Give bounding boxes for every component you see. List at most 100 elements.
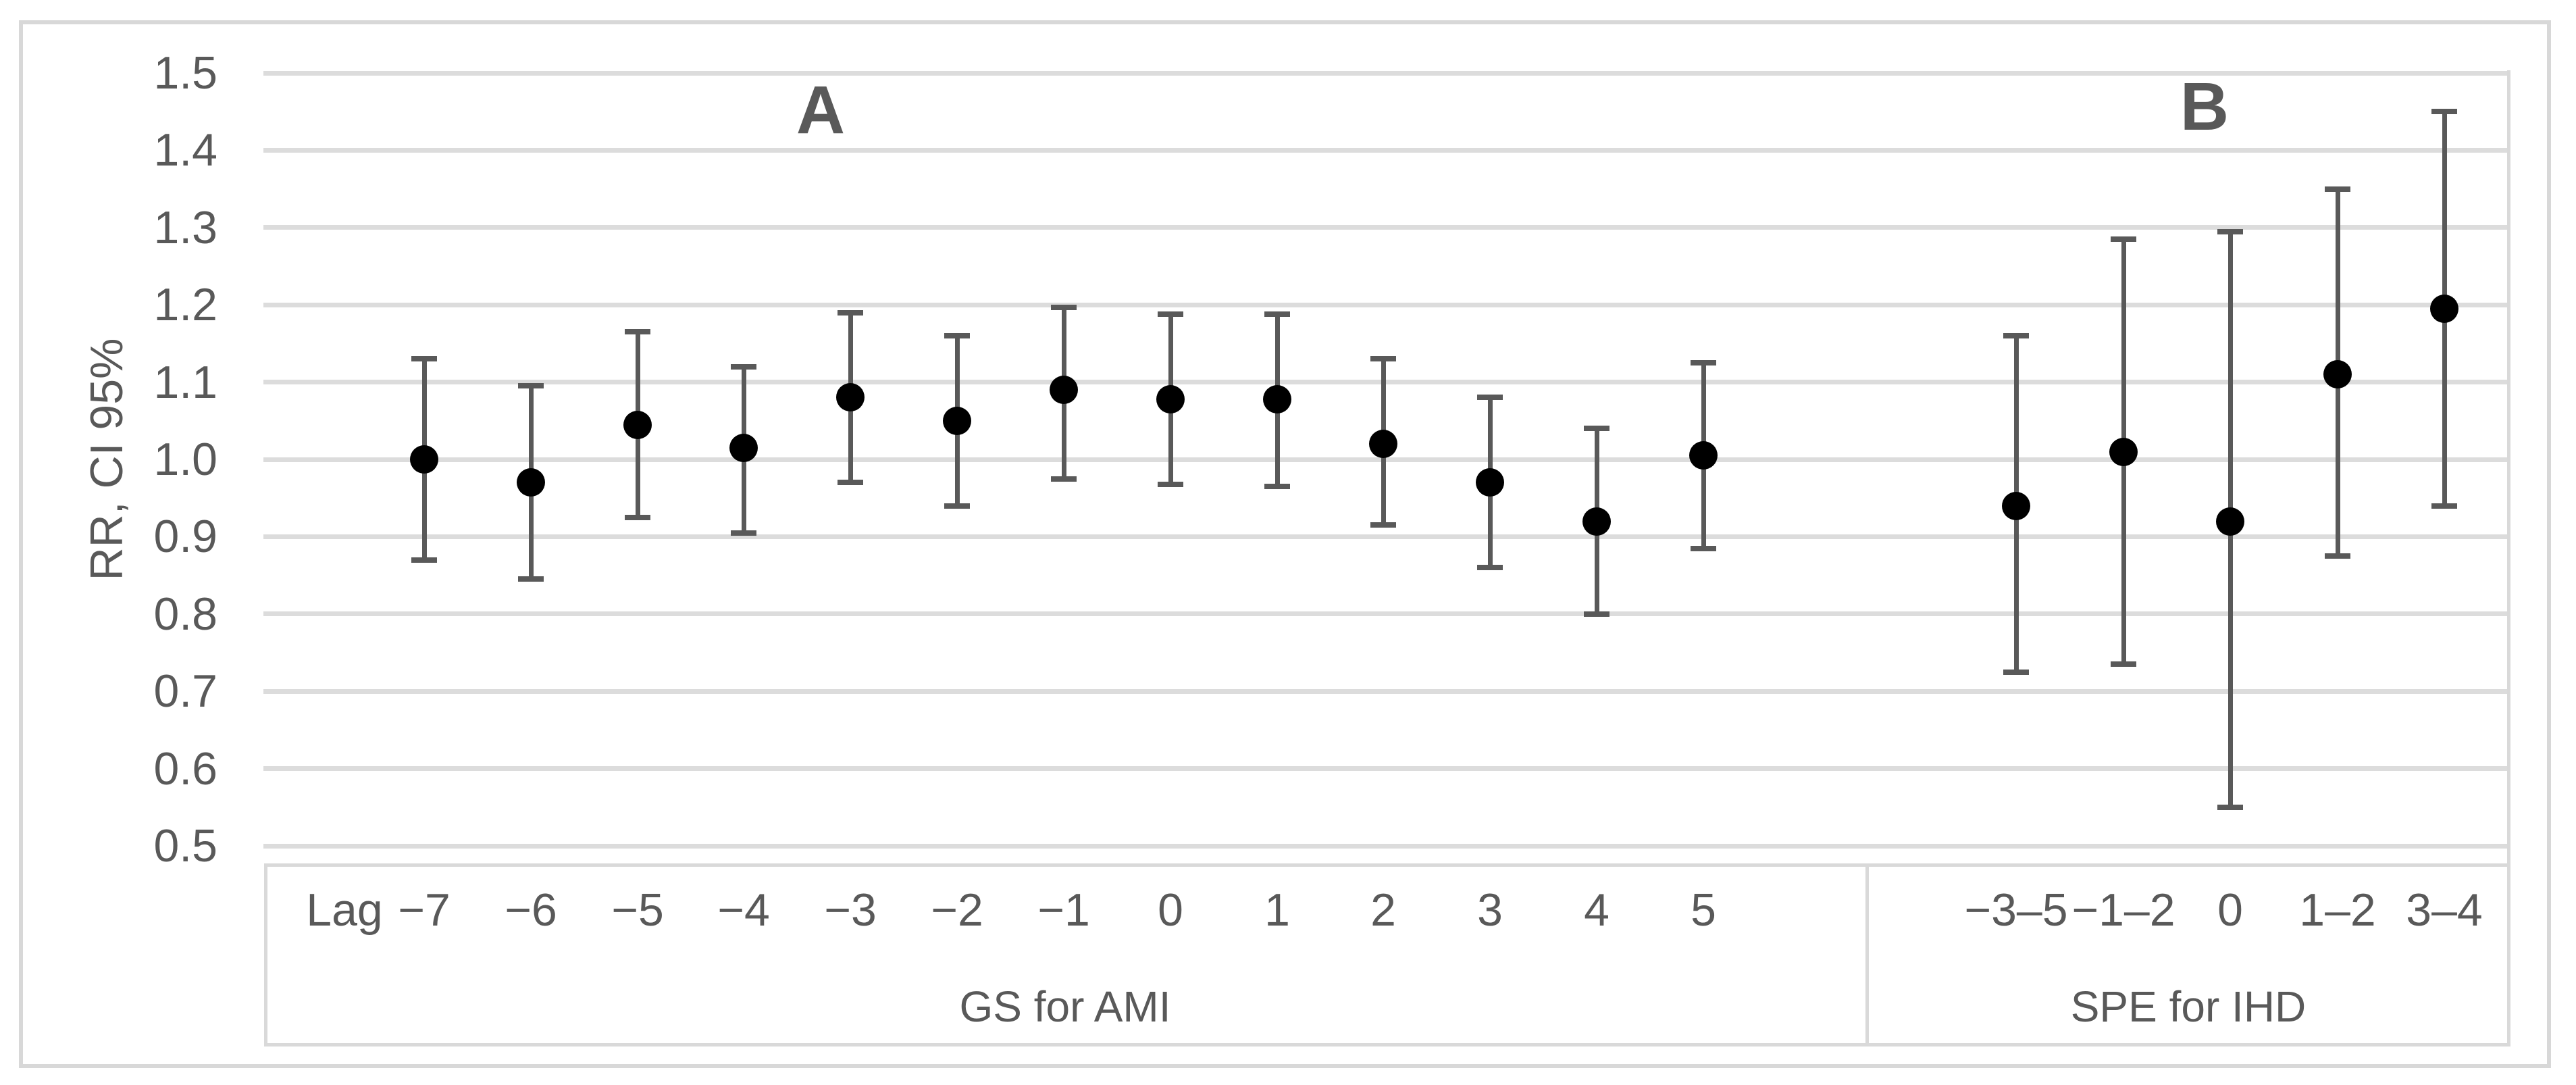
error-bar-cap-upper: [411, 356, 437, 361]
x-tick-label-B-3–4: 3–4: [2406, 884, 2483, 936]
y-tick-label-1.3: 1.3: [153, 202, 217, 253]
data-point-A-3: [1476, 468, 1504, 497]
y-gridline-1.2: [263, 303, 2510, 307]
error-bar-cap-lower: [1370, 522, 1396, 528]
error-bar-cap-lower: [944, 503, 970, 509]
error-bar-cap-lower: [2325, 553, 2350, 559]
plot-right-border-line: [2507, 70, 2510, 1046]
x-axis-lag-prefix: Lag: [306, 884, 383, 936]
x-tick-label-A-−5: −5: [611, 884, 664, 936]
x-axis-label-box: [264, 863, 2510, 1046]
error-bar-cap-upper: [2325, 186, 2350, 192]
x-tick-label-B-0: 0: [2217, 884, 2243, 936]
error-bar-cap-upper: [1158, 311, 1183, 317]
error-bar-cap-upper: [838, 310, 863, 316]
y-tick-label-0.6: 0.6: [153, 743, 217, 794]
x-tick-label-A-2: 2: [1370, 884, 1396, 936]
error-bar-cap-lower: [1051, 476, 1077, 482]
y-tick-label-0.5: 0.5: [153, 820, 217, 872]
error-bar-cap-lower: [411, 557, 437, 563]
error-bar-cap-lower: [1264, 484, 1290, 489]
y-tick-label-1.4: 1.4: [153, 124, 217, 176]
panel-a-caption: GS for AMI: [959, 982, 1171, 1031]
data-point-A-1: [1263, 385, 1291, 413]
y-tick-label-1.1: 1.1: [153, 357, 217, 408]
panel-divider-line: [1865, 865, 1869, 1045]
y-gridline-0.5: [263, 844, 2510, 849]
data-point-A-−5: [623, 411, 652, 439]
error-bar-cap-lower: [731, 530, 756, 536]
error-bar-cap-upper: [518, 383, 544, 388]
data-point-B-1–2: [2323, 360, 2352, 388]
y-tick-label-1.2: 1.2: [153, 279, 217, 330]
error-bar-cap-lower: [2003, 670, 2029, 675]
data-point-A-4: [1582, 507, 1611, 536]
error-bar-cap-upper: [2111, 236, 2136, 242]
data-point-A-−3: [836, 383, 865, 411]
figure-border: [19, 20, 2551, 1068]
x-tick-label-A-−4: −4: [717, 884, 770, 936]
x-tick-label-A-4: 4: [1584, 884, 1609, 936]
panel-b-label: B: [2180, 69, 2230, 145]
error-bar-cap-lower: [1584, 611, 1609, 617]
y-gridline-0.6: [263, 766, 2510, 771]
x-tick-label-A-3: 3: [1477, 884, 1503, 936]
data-point-A-5: [1689, 441, 1718, 470]
error-bar-cap-upper: [625, 329, 650, 334]
x-tick-label-A-0: 0: [1158, 884, 1183, 936]
data-point-B-0: [2216, 507, 2244, 536]
error-bar-cap-lower: [1477, 565, 1503, 570]
panel-b-caption: SPE for IHD: [2070, 982, 2307, 1031]
error-bar-cap-lower: [1691, 546, 1716, 551]
data-point-A-−2: [943, 407, 971, 435]
x-tick-label-A-−2: −2: [931, 884, 983, 936]
x-tick-label-B-1–2: 1–2: [2299, 884, 2376, 936]
x-tick-label-A-5: 5: [1691, 884, 1716, 936]
error-bar-cap-upper: [944, 333, 970, 338]
data-point-A-0: [1156, 385, 1185, 413]
error-bar-cap-upper: [1370, 356, 1396, 361]
y-tick-label-0.7: 0.7: [153, 665, 217, 717]
y-gridline-1.0: [263, 457, 2510, 462]
x-tick-label-B-−3–5: −3–5: [1964, 884, 2068, 936]
data-point-A-−1: [1050, 376, 1078, 404]
error-bar-cap-upper: [731, 364, 756, 370]
y-tick-label-1.0: 1.0: [153, 434, 217, 485]
data-point-A-2: [1369, 430, 1397, 458]
data-point-B-3–4: [2430, 295, 2458, 323]
y-gridline-0.7: [263, 689, 2510, 694]
error-bar-cap-lower: [625, 515, 650, 520]
data-point-A-−4: [729, 434, 758, 462]
error-bar-cap-lower: [2431, 503, 2457, 509]
x-tick-label-B-−1–2: −1–2: [2071, 884, 2175, 936]
error-bar-cap-lower: [518, 576, 544, 582]
y-axis-title: RR, CI 95%: [81, 338, 132, 581]
error-bar-cap-lower: [2217, 805, 2243, 810]
y-tick-label-0.8: 0.8: [153, 588, 217, 640]
error-bar-cap-upper: [1051, 305, 1077, 310]
y-gridline-0.8: [263, 611, 2510, 616]
error-bar-cap-upper: [1584, 426, 1609, 431]
data-point-A-−7: [410, 445, 438, 474]
data-point-A-−6: [517, 468, 545, 497]
error-bar-cap-upper: [1264, 311, 1290, 317]
x-tick-label-A-1: 1: [1264, 884, 1290, 936]
y-gridline-0.9: [263, 534, 2510, 539]
y-tick-label-0.9: 0.9: [153, 511, 217, 562]
data-point-B-−3–5: [2002, 492, 2030, 520]
panel-a-label: A: [796, 72, 846, 148]
x-tick-label-A-−6: −6: [505, 884, 557, 936]
data-point-B-−1–2: [2109, 438, 2138, 466]
error-bar-cap-upper: [2217, 229, 2243, 234]
error-bar-cap-lower: [1158, 482, 1183, 487]
y-tick-label-1.5: 1.5: [153, 47, 217, 99]
x-tick-label-A-−1: −1: [1037, 884, 1090, 936]
error-bar-cap-upper: [2003, 333, 2029, 338]
x-tick-label-A-−7: −7: [398, 884, 450, 936]
error-bar-cap-upper: [2431, 109, 2457, 114]
x-tick-label-A-−3: −3: [824, 884, 877, 936]
y-gridline-1.1: [263, 380, 2510, 384]
error-bar-cap-lower: [838, 480, 863, 485]
y-gridline-1.5: [263, 71, 2510, 76]
